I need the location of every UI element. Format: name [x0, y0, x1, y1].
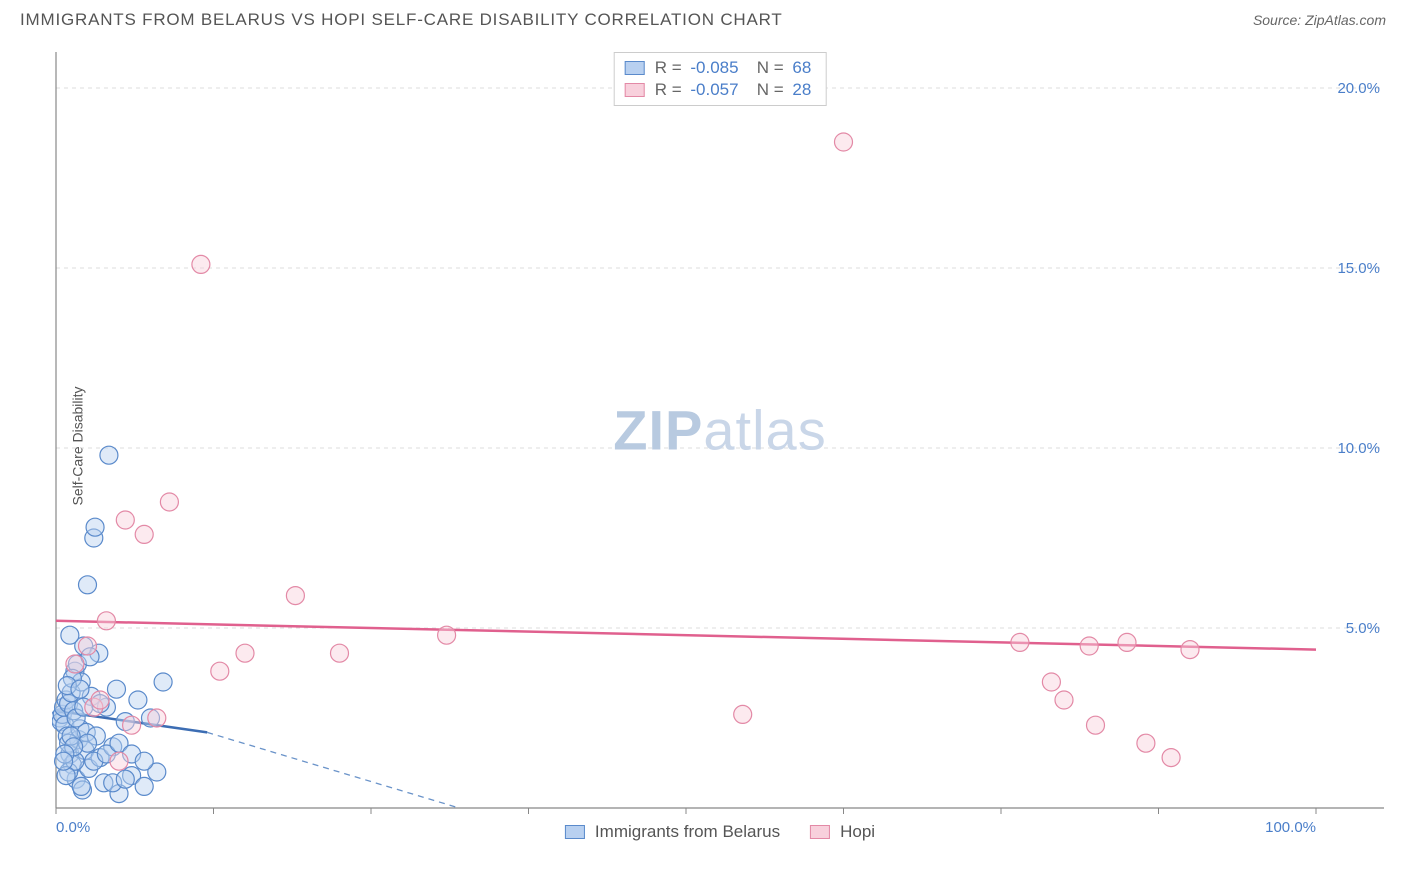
- legend-stat-text: R = -0.057 N = 28: [655, 80, 816, 100]
- data-point: [835, 133, 853, 151]
- data-point: [135, 525, 153, 543]
- legend-series-item: Immigrants from Belarus: [565, 822, 780, 842]
- legend-series-label: Hopi: [840, 822, 875, 842]
- legend-stat-row: R = -0.057 N = 28: [625, 79, 816, 101]
- y-tick-label: 15.0%: [1337, 260, 1380, 277]
- chart-header: IMMIGRANTS FROM BELARUS VS HOPI SELF-CAR…: [0, 0, 1406, 36]
- legend-stat-row: R = -0.085 N = 68: [625, 57, 816, 79]
- data-point: [1042, 673, 1060, 691]
- data-point: [192, 255, 210, 273]
- data-point: [286, 587, 304, 605]
- data-point: [154, 673, 172, 691]
- data-point: [79, 576, 97, 594]
- data-point: [734, 705, 752, 723]
- data-point: [1118, 633, 1136, 651]
- data-point: [66, 655, 84, 673]
- legend-swatch: [625, 61, 645, 75]
- data-point: [1080, 637, 1098, 655]
- scatter-plot: 0.0% 100.0% 5.0% 10.0% 15.0% 20.0%: [52, 48, 1388, 844]
- data-point: [129, 691, 147, 709]
- data-point: [438, 626, 456, 644]
- y-tick-label: 20.0%: [1337, 80, 1380, 97]
- data-point: [1137, 734, 1155, 752]
- data-point: [331, 644, 349, 662]
- data-point: [110, 752, 128, 770]
- data-point: [1162, 749, 1180, 767]
- legend-swatch: [625, 83, 645, 97]
- data-point: [116, 770, 134, 788]
- data-point: [135, 752, 153, 770]
- chart-container: Self-Care Disability 0.0%100.0%5.0%10.0%…: [50, 46, 1390, 846]
- data-point: [86, 518, 104, 536]
- data-point: [1087, 716, 1105, 734]
- y-tick-label: 5.0%: [1346, 620, 1380, 637]
- data-point: [61, 626, 79, 644]
- data-point: [116, 511, 134, 529]
- data-point: [91, 691, 109, 709]
- data-point: [55, 752, 73, 770]
- legend-swatch: [810, 825, 830, 839]
- data-point: [1055, 691, 1073, 709]
- y-tick-label: 10.0%: [1337, 440, 1380, 457]
- data-point: [135, 777, 153, 795]
- data-point: [123, 716, 141, 734]
- correlation-legend: R = -0.085 N = 68R = -0.057 N = 28: [614, 52, 827, 106]
- data-point: [211, 662, 229, 680]
- chart-title: IMMIGRANTS FROM BELARUS VS HOPI SELF-CAR…: [20, 10, 783, 30]
- legend-series-item: Hopi: [810, 822, 875, 842]
- x-tick-label: 100.0%: [1265, 819, 1316, 836]
- legend-series-label: Immigrants from Belarus: [595, 822, 780, 842]
- data-point: [72, 777, 90, 795]
- data-point: [1011, 633, 1029, 651]
- data-point: [148, 709, 166, 727]
- data-point: [1181, 641, 1199, 659]
- data-point: [100, 446, 118, 464]
- data-point: [236, 644, 254, 662]
- chart-source: Source: ZipAtlas.com: [1253, 12, 1386, 28]
- x-tick-label: 0.0%: [56, 819, 90, 836]
- series-legend: Immigrants from Belarus Hopi: [565, 822, 875, 842]
- data-point: [160, 493, 178, 511]
- data-point: [79, 637, 97, 655]
- legend-swatch: [565, 825, 585, 839]
- legend-stat-text: R = -0.085 N = 68: [655, 58, 816, 78]
- data-point: [71, 680, 89, 698]
- data-point: [107, 680, 125, 698]
- data-point: [97, 612, 115, 630]
